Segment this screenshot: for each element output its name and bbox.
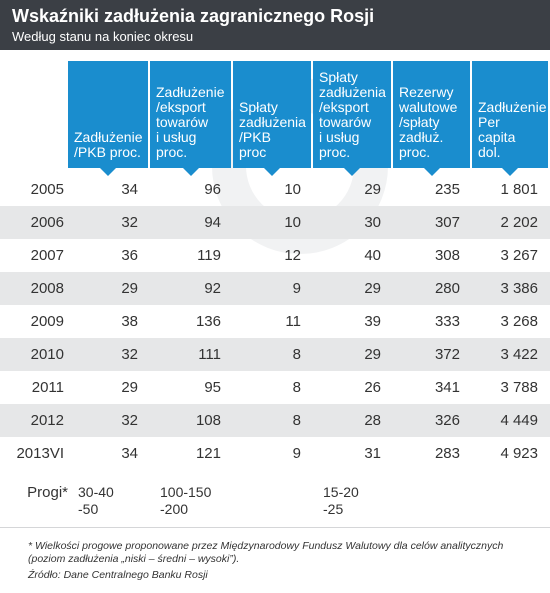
row-year: 2009 — [30, 313, 64, 330]
table-row: 2013VI 34 121 9 31 283 4 923 — [0, 437, 550, 470]
table-cell: 32 — [121, 214, 138, 231]
table-cell: 29 — [364, 280, 381, 297]
table-cell: 136 — [195, 313, 221, 330]
table-cell: 26 — [364, 379, 381, 396]
table-cell: 121 — [195, 445, 221, 462]
row-year: 2007 — [30, 247, 64, 264]
row-year: 2012 — [30, 412, 64, 429]
footer-divider — [0, 527, 550, 528]
row-year: 2006 — [30, 214, 64, 231]
threshold-value: 100-150 -200 — [160, 484, 212, 517]
table-cell: 3 267 — [500, 247, 538, 264]
footnote-text: * Wielkości progowe proponowane przez Mi… — [28, 540, 504, 565]
source-text: Źródło: Dane Centralnego Banku Rosji — [28, 569, 208, 581]
table-cell: 326 — [434, 412, 460, 429]
column-header-6: Zadłużenie Per capita dol. — [472, 61, 548, 176]
column-header-1: Zadłużenie /PKB proc. — [68, 61, 148, 176]
table-cell: 4 923 — [500, 445, 538, 462]
table-cell: 8 — [292, 346, 301, 363]
page-title: Wskaźniki zadłużenia zagranicznego Rosji — [12, 6, 375, 26]
table-cell: 119 — [197, 247, 221, 264]
table-cell: 280 — [434, 280, 460, 297]
threshold-value: 15-20 -25 — [323, 484, 359, 517]
column-header-4: Spłaty zadłużenia /eksport towarów i usł… — [313, 61, 391, 176]
row-year: 2005 — [30, 181, 64, 198]
table-cell: 11 — [285, 313, 301, 330]
column-header-3: Spłaty zadłużenia /PKB proc — [233, 61, 311, 176]
row-year: 2008 — [30, 280, 64, 297]
table-cell: 4 449 — [500, 412, 538, 429]
table-cell: 36 — [121, 247, 138, 264]
table-cell: 34 — [121, 445, 138, 462]
table-cell: 333 — [434, 313, 460, 330]
table-cell: 8 — [292, 379, 301, 396]
column-header-label: Rezerwy walutowe /spłaty zadłuż. proc. — [399, 84, 458, 160]
table-cell: 10 — [284, 214, 301, 231]
table-cell: 96 — [204, 181, 221, 198]
column-header-5: Rezerwy walutowe /spłaty zadłuż. proc. — [393, 61, 470, 176]
table-row: 2009 38 136 11 39 333 3 268 — [0, 305, 550, 338]
row-year: 2011 — [31, 379, 64, 396]
row-year: 2010 — [30, 346, 64, 363]
column-header-label: Zadłużenie Per capita dol. — [478, 99, 547, 160]
table-cell: 32 — [121, 412, 138, 429]
table-cell: 3 386 — [500, 280, 538, 297]
table-cell: 2 202 — [500, 214, 538, 231]
table-cell: 31 — [364, 445, 381, 462]
column-header-label: Zadłużenie /PKB proc. — [74, 129, 143, 160]
table-cell: 29 — [364, 181, 381, 198]
table-cell: 1 801 — [500, 181, 538, 198]
table-row: 2007 36 119 12 40 308 3 267 — [0, 239, 550, 272]
table-cell: 308 — [434, 247, 460, 264]
table-cell: 372 — [434, 346, 460, 363]
column-header-label: Spłaty zadłużenia /eksport towarów i usł… — [319, 69, 386, 160]
page-subtitle: Według stanu na koniec okresu — [12, 29, 194, 44]
table-cell: 94 — [204, 214, 221, 231]
thresholds-label: Progi* — [27, 484, 68, 501]
column-header-label: Spłaty zadłużenia /PKB proc — [239, 99, 306, 160]
table-cell: 95 — [204, 379, 221, 396]
column-header-2: Zadłużenie /eksport towarów i usług proc… — [150, 61, 231, 176]
column-header-label: Zadłużenie /eksport towarów i usług proc… — [156, 84, 225, 160]
table-cell: 9 — [292, 445, 301, 462]
table-cell: 40 — [364, 247, 381, 264]
table-cell: 108 — [195, 412, 221, 429]
footer — [0, 530, 550, 593]
table-cell: 9 — [292, 280, 301, 297]
table-cell: 29 — [121, 379, 138, 396]
table-row: 2010 32 111 8 29 372 3 422 — [0, 338, 550, 371]
table-cell: 38 — [121, 313, 138, 330]
row-year: 2013VI — [16, 445, 64, 462]
table-cell: 3 268 — [500, 313, 538, 330]
table-cell: 10 — [284, 181, 301, 198]
table-cell: 3 422 — [500, 346, 538, 363]
table-cell: 8 — [292, 412, 301, 429]
table-cell: 92 — [204, 280, 221, 297]
table-cell: 235 — [434, 181, 460, 198]
table-cell: 3 788 — [500, 379, 538, 396]
table-cell: 30 — [364, 214, 381, 231]
table-row: 2008 29 92 9 29 280 3 386 — [0, 272, 550, 305]
table-cell: 29 — [364, 346, 381, 363]
table-cell: 307 — [434, 214, 460, 231]
table-cell: 39 — [364, 313, 381, 330]
table-row: 2005 34 96 10 29 235 1 801 — [0, 173, 550, 206]
table-row: 2011 29 95 8 26 341 3 788 — [0, 371, 550, 404]
table-cell: 111 — [198, 346, 221, 363]
table-row: 2006 32 94 10 30 307 2 202 — [0, 206, 550, 239]
table-cell: 283 — [434, 445, 460, 462]
table-cell: 34 — [121, 181, 138, 198]
table-row: 2012 32 108 8 28 326 4 449 — [0, 404, 550, 437]
header-bar: Wskaźniki zadłużenia zagranicznego Rosji… — [0, 0, 550, 50]
table-cell: 341 — [434, 379, 460, 396]
table-cell: 12 — [284, 247, 301, 264]
table-cell: 32 — [121, 346, 138, 363]
table-cell: 29 — [121, 280, 138, 297]
threshold-value: 30-40 -50 — [78, 484, 114, 517]
table-cell: 28 — [364, 412, 381, 429]
